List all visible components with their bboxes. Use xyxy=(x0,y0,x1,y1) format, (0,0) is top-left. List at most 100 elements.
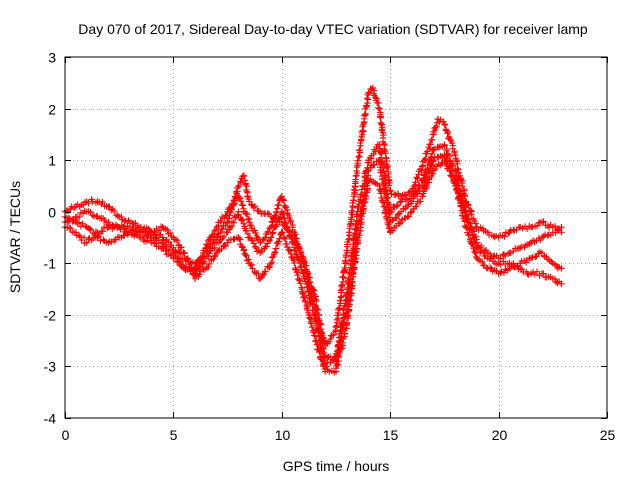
data-point xyxy=(114,212,121,220)
data-point xyxy=(540,218,547,225)
data-point xyxy=(93,212,100,220)
data-point xyxy=(373,95,380,102)
data-point xyxy=(471,248,478,256)
data-point xyxy=(558,280,565,288)
data-point xyxy=(282,219,289,226)
x-tick-label: 0 xyxy=(62,427,70,443)
data-point xyxy=(486,264,494,271)
data-point xyxy=(334,351,341,358)
data-point xyxy=(385,182,393,189)
data-point xyxy=(552,278,560,286)
data-point xyxy=(217,229,224,237)
data-point xyxy=(308,323,316,331)
data-point xyxy=(250,204,257,211)
data-point xyxy=(533,268,541,275)
data-point xyxy=(252,243,259,250)
x-tick-label: 15 xyxy=(383,427,399,443)
data-point xyxy=(242,251,249,259)
data-point xyxy=(171,255,179,262)
data-point xyxy=(354,157,361,164)
data-point xyxy=(443,147,450,155)
data-point xyxy=(291,234,299,242)
data-point xyxy=(548,258,555,266)
data-point xyxy=(236,235,243,242)
data-point xyxy=(267,260,275,267)
data-point xyxy=(448,168,456,175)
data-point xyxy=(271,249,279,256)
data-point xyxy=(433,123,440,130)
data-point xyxy=(222,212,229,220)
data-point xyxy=(305,279,313,286)
data-point xyxy=(415,181,422,189)
data-point xyxy=(269,230,276,237)
axis-ticks xyxy=(65,57,608,419)
data-point xyxy=(320,349,328,357)
data-point xyxy=(83,239,90,246)
data-point xyxy=(241,177,249,184)
data-point xyxy=(174,237,181,244)
data-point xyxy=(296,277,303,284)
data-point xyxy=(223,212,230,219)
data-point xyxy=(551,275,559,283)
data-point xyxy=(323,354,331,361)
x-tick-label: 5 xyxy=(170,427,178,443)
data-point xyxy=(450,176,458,184)
data-point xyxy=(310,297,317,305)
data-point xyxy=(266,263,274,271)
data-point xyxy=(500,269,508,276)
data-point xyxy=(220,233,228,240)
data-point xyxy=(225,206,232,213)
data-point xyxy=(379,175,386,182)
data-point xyxy=(290,244,298,251)
data-point xyxy=(155,227,163,234)
data-point xyxy=(179,264,187,271)
y-tick-label: -3 xyxy=(44,359,57,375)
data-point xyxy=(291,259,298,267)
data-point xyxy=(341,330,349,337)
data-point xyxy=(430,146,437,154)
data-point xyxy=(294,271,301,279)
data-point xyxy=(394,211,402,218)
x-axis-label: GPS time / hours xyxy=(283,458,390,474)
data-point xyxy=(159,244,166,252)
data-point xyxy=(517,265,524,272)
data-point xyxy=(361,192,368,199)
data-point xyxy=(427,140,434,148)
data-point xyxy=(393,202,400,210)
data-point xyxy=(364,167,371,175)
data-point xyxy=(346,279,354,286)
data-point xyxy=(175,258,182,265)
data-point xyxy=(423,173,431,180)
data-point xyxy=(151,240,159,247)
data-point xyxy=(111,207,118,215)
data-point xyxy=(249,237,256,244)
data-point xyxy=(192,265,200,272)
data-point xyxy=(405,213,413,220)
y-tick-label: 0 xyxy=(48,205,56,221)
data-point xyxy=(205,263,212,271)
data-point xyxy=(413,202,420,210)
data-point xyxy=(467,226,475,234)
data-point xyxy=(178,244,185,251)
data-point xyxy=(210,231,218,238)
data-point xyxy=(248,237,256,244)
data-point xyxy=(422,174,429,182)
data-point xyxy=(350,186,358,193)
data-point xyxy=(319,358,326,365)
data-point xyxy=(414,175,421,182)
data-point xyxy=(381,189,389,197)
data-point xyxy=(237,197,245,205)
data-point xyxy=(75,231,83,239)
data-point xyxy=(230,219,237,226)
data-point xyxy=(239,202,246,209)
data-point xyxy=(238,243,245,250)
data-point xyxy=(242,181,249,188)
data-point xyxy=(445,162,453,170)
data-point xyxy=(500,251,508,258)
data-point xyxy=(350,197,357,204)
data-point xyxy=(213,223,220,231)
data-point xyxy=(269,253,277,261)
data-point xyxy=(204,242,211,249)
data-point xyxy=(252,229,259,237)
